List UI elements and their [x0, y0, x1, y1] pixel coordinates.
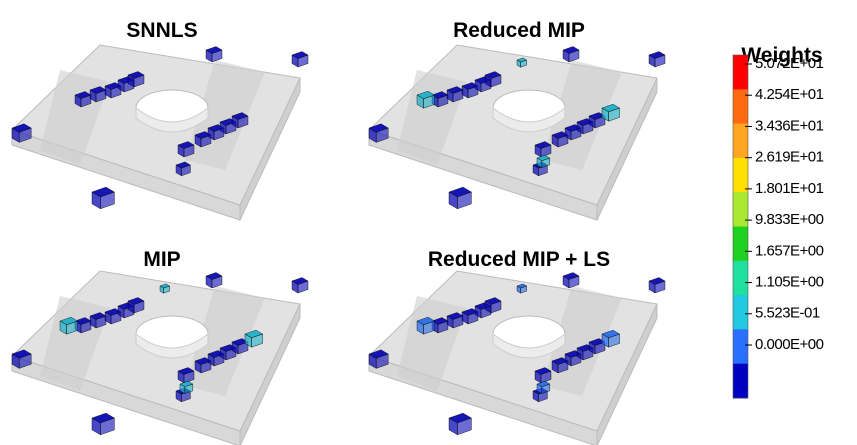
cube [540, 370, 552, 384]
cube [19, 353, 32, 369]
legend-label: 1.657E+00 [755, 242, 824, 259]
panel-title: SNNLS [126, 19, 197, 42]
cube [568, 49, 580, 63]
cube [520, 285, 527, 294]
colorbar-band [733, 329, 748, 365]
cube [100, 417, 115, 436]
cube [557, 134, 569, 148]
cube [95, 89, 107, 103]
cube [181, 164, 191, 177]
hole-wall [492, 106, 566, 133]
cube [133, 74, 145, 88]
cube [608, 107, 620, 122]
cube [200, 134, 212, 148]
colorbar-band [733, 260, 748, 296]
legend-label: 4.254E+01 [755, 86, 824, 103]
legend-label: 0.000E+00 [755, 336, 824, 353]
cube [376, 353, 389, 369]
cube [594, 115, 606, 129]
cube [19, 127, 32, 143]
cube [520, 59, 527, 68]
cube [490, 300, 502, 314]
cube [66, 320, 78, 335]
hole-wall [135, 106, 209, 133]
legend-label: 9.833E+00 [755, 211, 824, 228]
cube [80, 94, 92, 108]
cube [237, 341, 249, 355]
cube [557, 360, 569, 374]
cube [457, 417, 472, 436]
cube [95, 315, 107, 329]
cube [541, 383, 550, 394]
legend-label: 1.105E+00 [755, 274, 824, 291]
colorbar-band [733, 363, 748, 399]
cube [594, 341, 606, 355]
colorbar-band [733, 226, 748, 262]
panel-title: MIP [143, 248, 180, 271]
cube [163, 285, 170, 294]
cube [251, 333, 263, 348]
cube [490, 74, 502, 88]
cube [608, 333, 620, 348]
cube [457, 191, 472, 210]
cube [654, 280, 666, 294]
cube [100, 191, 115, 210]
cube [80, 320, 92, 334]
colorbar-band [733, 55, 748, 90]
cube [541, 157, 550, 168]
cube [211, 275, 223, 289]
cube [568, 275, 580, 289]
legend-label: 1.801E+01 [755, 180, 824, 197]
cube [133, 300, 145, 314]
cube [183, 370, 195, 384]
cube [437, 94, 449, 108]
legend-label: 5.523E-01 [755, 305, 820, 322]
cube [237, 115, 249, 129]
cube [452, 315, 464, 329]
legend-label: 3.436E+01 [755, 117, 824, 134]
colorbar-band [733, 89, 748, 125]
colorbar-band [733, 123, 748, 159]
legend-title: Weights [741, 44, 822, 67]
colorbar-band [733, 157, 748, 193]
panel-title: Reduced MIP + LS [428, 248, 610, 271]
cube [297, 54, 309, 68]
cube [211, 49, 223, 63]
cube [200, 360, 212, 374]
hole-wall [492, 332, 566, 359]
cube [437, 320, 449, 334]
legend-label: 2.619E+01 [755, 149, 824, 166]
cube [423, 94, 435, 109]
legend-label: 5.072E+01 [755, 55, 824, 72]
panel-title: Reduced MIP [453, 19, 585, 42]
hole-wall [135, 332, 209, 359]
cube [297, 280, 309, 294]
cube [540, 144, 552, 158]
cube [423, 320, 435, 335]
cube [183, 144, 195, 158]
colorbar-band [733, 295, 748, 330]
cube [654, 54, 666, 68]
colorbar-frame [732, 54, 749, 399]
cube [452, 89, 464, 103]
cube [184, 383, 194, 394]
cube [376, 127, 389, 143]
colorbar-band [733, 192, 748, 227]
